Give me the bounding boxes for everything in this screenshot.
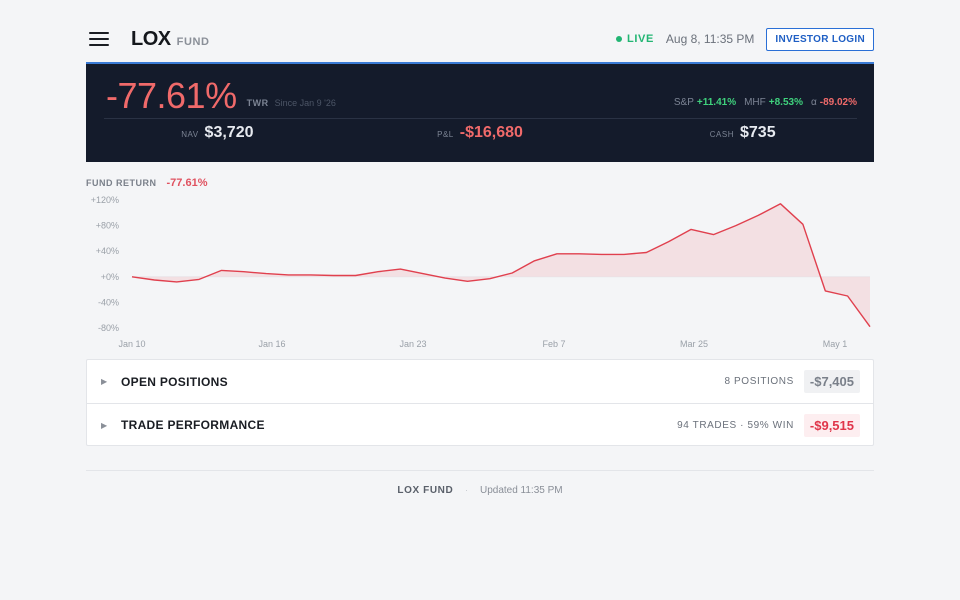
twr-label: TWR xyxy=(246,98,269,108)
y-tick-label: +40% xyxy=(96,246,119,256)
performance-hero: -77.61% TWR Since Jan 9 '26 S&P +11.41% … xyxy=(86,62,874,162)
hamburger-icon[interactable] xyxy=(89,30,111,48)
caret-right-icon: ▶ xyxy=(101,377,108,386)
series-area xyxy=(132,203,870,327)
open-positions-row[interactable]: ▶ OPEN POSITIONS 8 POSITIONS -$7,405 xyxy=(87,360,873,403)
stat-nav: NAV $3,720 xyxy=(86,124,349,152)
trade-performance-row[interactable]: ▶ TRADE PERFORMANCE 94 TRADES · 59% WIN … xyxy=(87,403,873,446)
benchmark-strip: S&P +11.41% MHF +8.53% α -89.02% xyxy=(674,97,857,108)
investor-login-button[interactable]: INVESTOR LOGIN xyxy=(766,27,874,51)
footer-divider xyxy=(86,470,874,471)
brand-name: LOX xyxy=(131,27,171,50)
benchmark-label-mhf: MHF xyxy=(744,96,766,108)
stat-nav-label: NAV xyxy=(181,130,199,139)
stat-pnl-label: P&L xyxy=(437,130,454,139)
trade-performance-label: TRADE PERFORMANCE xyxy=(121,418,265,432)
benchmark-value-sp: +11.41% xyxy=(696,96,737,108)
stat-pnl-value: -$16,680 xyxy=(459,124,523,141)
chart-title: FUND RETURN xyxy=(86,178,157,188)
x-tick-label: Jan 10 xyxy=(118,339,145,349)
x-tick-label: May 1 xyxy=(823,339,848,349)
positions-count: 8 POSITIONS xyxy=(724,376,794,387)
series-line xyxy=(131,203,871,328)
since-date: Since Jan 9 '26 xyxy=(274,98,336,108)
chart-header: FUND RETURN -77.61% xyxy=(86,176,874,190)
current-datetime: Aug 8, 11:35 PM xyxy=(665,32,755,46)
total-return: -77.61% xyxy=(106,75,237,116)
accordion-panel: ▶ OPEN POSITIONS 8 POSITIONS -$7,405 ▶ T… xyxy=(86,359,874,446)
brand-subtitle: FUND xyxy=(176,35,210,48)
brand-logo[interactable]: LOX FUND xyxy=(131,28,210,51)
footer-brand: LOX FUND xyxy=(397,484,454,496)
trade-value-badge: -$9,515 xyxy=(803,413,860,437)
stat-cash-value: $735 xyxy=(740,124,776,141)
chart-canvas: +120% +80% +40% +0% -40% -80% Jan 10 Jan 16 Jan … xyxy=(91,195,871,349)
hero-divider xyxy=(104,118,857,119)
x-tick-label: Feb 7 xyxy=(542,339,565,349)
y-tick-label: +0% xyxy=(101,272,119,282)
positions-value-badge: -$7,405 xyxy=(803,370,860,393)
stat-cash-label: CASH xyxy=(709,130,734,139)
caret-right-icon: ▶ xyxy=(101,420,108,430)
y-tick-label: -80% xyxy=(98,323,119,333)
y-tick-label: +80% xyxy=(96,221,119,231)
hero-stats: NAV $3,720 P&L -$16,680 CASH $735 xyxy=(86,124,874,152)
benchmark-label-sp: S&P xyxy=(673,96,694,108)
trades-summary: 94 TRADES · 59% WIN xyxy=(677,419,794,431)
footer: LOX FUND · Updated 11:35 PM xyxy=(86,482,874,498)
footer-updated: Updated 11:35 PM xyxy=(479,484,563,496)
status-dot-icon xyxy=(616,36,623,42)
stat-nav-value: $3,720 xyxy=(204,124,254,141)
open-positions-label: OPEN POSITIONS xyxy=(121,374,228,389)
benchmark-value-mhf: +8.53% xyxy=(768,96,803,108)
y-tick-label: -40% xyxy=(98,297,119,307)
stat-pnl: P&L -$16,680 xyxy=(349,124,612,152)
top-header: LOX FUND LIVE Aug 8, 11:35 PM INVESTOR L… xyxy=(86,22,874,56)
y-tick-label: +120% xyxy=(91,195,119,205)
fund-return-chart[interactable]: +120% +80% +40% +0% -40% -80% Jan 10 Jan 16 Jan … xyxy=(86,190,874,352)
x-tick-label: Jan 16 xyxy=(258,339,285,349)
chart-return-value: -77.61% xyxy=(166,177,208,189)
benchmark-value-alpha: -89.02% xyxy=(819,96,857,108)
benchmark-label-alpha: α xyxy=(810,96,817,108)
x-tick-label: Jan 23 xyxy=(399,339,426,349)
stat-cash: CASH $735 xyxy=(611,124,874,152)
header-status: LIVE Aug 8, 11:35 PM INVESTOR LOGIN xyxy=(616,27,874,51)
footer-separator: · xyxy=(465,485,468,495)
live-indicator: LIVE xyxy=(627,33,654,45)
x-tick-label: Mar 25 xyxy=(680,339,708,349)
